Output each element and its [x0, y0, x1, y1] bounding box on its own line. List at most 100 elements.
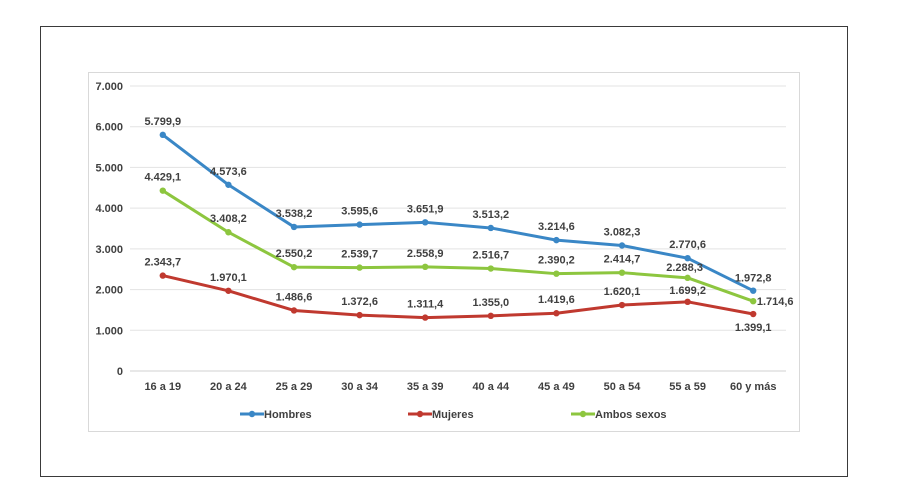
gridlines	[130, 85, 786, 372]
data-label: 3.214,6	[538, 221, 575, 233]
data-point	[290, 263, 298, 271]
y-tick-label: 5.000	[95, 162, 123, 174]
data-point	[750, 287, 757, 294]
data-label: 2.390,2	[538, 255, 575, 267]
series-mujeres	[159, 272, 757, 321]
y-tick-label: 1.000	[95, 325, 123, 337]
data-label: 2.414,7	[604, 254, 641, 266]
data-label: 1.486,6	[276, 291, 313, 303]
data-point	[290, 307, 298, 314]
data-point	[618, 301, 626, 309]
legend-label: Ambos sexos	[595, 409, 667, 421]
data-label: 2.343,7	[144, 257, 181, 269]
data-point	[422, 263, 429, 271]
y-axis-ticks: 0 1.000 2.000 3.000 4.000 5.000 6.000 7.000	[95, 81, 123, 378]
legend-label: Hombres	[264, 409, 312, 421]
x-tick-label: 35 a 39	[407, 381, 444, 393]
data-label: 1.419,6	[538, 294, 575, 306]
data-point	[553, 270, 560, 277]
x-tick-label: 50 a 54	[604, 381, 642, 393]
series-line	[161, 133, 755, 293]
y-tick-label: 0	[117, 366, 123, 378]
data-point	[159, 272, 166, 279]
x-tick-label: 25 a 29	[276, 381, 313, 393]
data-point	[487, 312, 494, 320]
data-label: 1.970,1	[210, 272, 247, 284]
data-point	[225, 181, 232, 188]
y-tick-label: 7.000	[95, 81, 123, 93]
data-label: 2.770,6	[669, 239, 706, 251]
chart-area	[88, 72, 800, 432]
data-label: 4.429,1	[144, 172, 181, 184]
x-tick-label: 60 y más	[730, 381, 776, 393]
data-point	[356, 221, 363, 228]
data-point	[225, 229, 232, 236]
legend-marker	[416, 410, 424, 418]
x-tick-label: 40 a 44	[472, 381, 510, 393]
legend-label: Mujeres	[432, 409, 474, 421]
x-tick-label: 20 a 24	[210, 381, 248, 393]
data-label: 3.651,9	[407, 203, 444, 215]
outer-frame	[40, 26, 848, 477]
data-point	[225, 287, 232, 294]
data-label: 3.538,2	[276, 208, 313, 220]
data-label: 1.399,1	[735, 322, 772, 334]
data-label: 3.082,3	[604, 227, 641, 239]
y-tick-label: 4.000	[95, 203, 123, 215]
data-label: 2.288,3	[666, 262, 703, 274]
data-point	[553, 310, 560, 317]
data-label: 2.550,2	[276, 248, 313, 260]
data-label: 3.513,2	[472, 209, 509, 221]
data-label: 1.972,8	[735, 273, 772, 285]
data-label: 3.408,2	[210, 213, 247, 225]
y-tick-label: 3.000	[95, 244, 123, 256]
data-point	[618, 269, 626, 276]
data-point	[553, 236, 560, 244]
data-point	[487, 224, 494, 232]
data-point	[750, 310, 757, 318]
data-point	[487, 265, 494, 272]
x-tick-label: 45 a 49	[538, 381, 575, 393]
data-label: 1.372,6	[341, 296, 378, 308]
data-point	[684, 254, 691, 262]
data-point	[750, 297, 757, 305]
data-label: 2.539,7	[341, 249, 378, 261]
data-label: 5.799,9	[144, 116, 181, 128]
series-lines	[159, 131, 757, 321]
y-tick-label: 6.000	[95, 122, 123, 134]
data-point	[159, 131, 166, 139]
x-tick-label: 55 a 59	[669, 381, 706, 393]
series-line	[161, 189, 755, 303]
x-tick-label: 16 a 19	[144, 381, 181, 393]
legend: Hombres Mujeres Ambos sexos	[240, 409, 667, 421]
data-labels: 5.799,9 4.573,6 3.538,2 3.595,6 3.651,9 3.513…	[144, 116, 793, 334]
x-axis-ticks: 16 a 19 20 a 24 25 a 29 30 a 34 35 a 39 40 a …	[144, 381, 776, 393]
data-point	[422, 219, 429, 226]
legend-marker	[579, 410, 587, 418]
series-hombres	[159, 131, 757, 294]
data-label: 2.516,7	[472, 250, 509, 262]
series-line	[161, 274, 755, 320]
legend-marker	[248, 410, 256, 418]
data-label: 1.311,4	[407, 299, 444, 311]
data-point	[159, 187, 166, 194]
data-label: 1.714,6	[757, 296, 794, 308]
data-point	[684, 298, 691, 306]
legend-item: Hombres	[240, 409, 312, 421]
legend-item: Mujeres	[408, 409, 474, 421]
data-label: 1.355,0	[472, 297, 509, 309]
data-label: 1.699,2	[669, 285, 706, 297]
data-label: 3.595,6	[341, 206, 378, 218]
series-ambos-sexos	[159, 187, 757, 305]
data-label: 2.558,9	[407, 248, 444, 260]
data-point	[356, 264, 363, 271]
data-point	[290, 223, 298, 231]
y-tick-label: 2.000	[95, 285, 123, 297]
data-point	[422, 314, 429, 321]
x-tick-label: 30 a 34	[341, 381, 379, 393]
data-point	[356, 311, 363, 319]
legend-item: Ambos sexos	[571, 409, 667, 421]
data-point	[684, 274, 691, 282]
data-label: 1.620,1	[604, 286, 641, 298]
data-point	[618, 242, 626, 249]
